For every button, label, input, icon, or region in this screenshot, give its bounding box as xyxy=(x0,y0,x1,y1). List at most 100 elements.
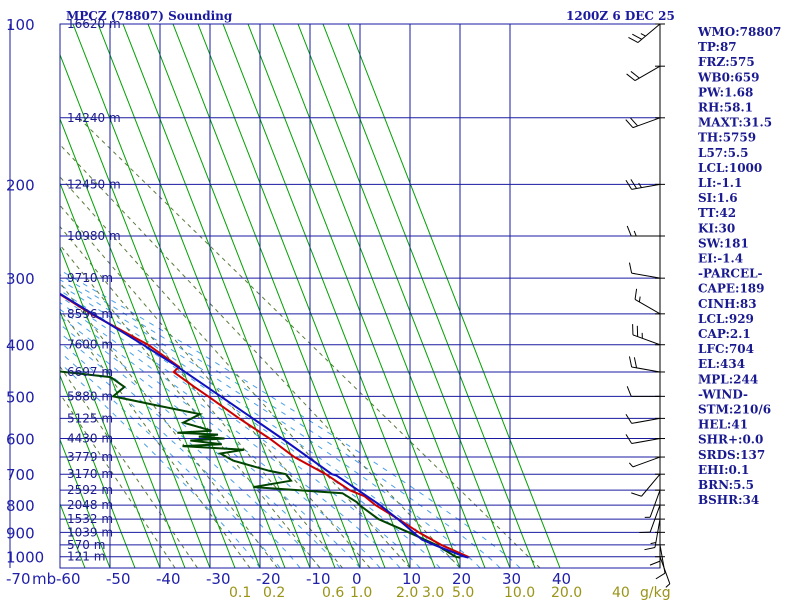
wind-barb-flag xyxy=(631,492,642,497)
height-label: 6697 m xyxy=(67,365,113,379)
wind-barb-staff xyxy=(631,272,661,279)
moist-adiabat-line xyxy=(60,308,381,568)
wind-barb-flag xyxy=(638,296,641,303)
parcel-line xyxy=(60,292,469,559)
isotherm-line xyxy=(60,438,111,568)
wind-barb-flag xyxy=(626,386,632,397)
temperature-tick-label: 10 xyxy=(402,570,421,588)
moist-adiabat-line xyxy=(60,284,461,568)
temperature-tick-label: 20 xyxy=(452,570,471,588)
stability-index-item: SI:1.6 xyxy=(698,191,738,205)
pressure-tick-label: 500 xyxy=(6,388,35,406)
wind-barb-flag xyxy=(644,546,656,551)
wind-barb-flag xyxy=(633,230,637,237)
wind-barb xyxy=(644,519,661,551)
wind-barb-flag xyxy=(632,33,643,40)
stability-index-item: TT:42 xyxy=(698,206,736,220)
wind-barb-staff xyxy=(649,504,661,533)
temperature-tick-label: 30 xyxy=(502,570,521,588)
mixing-ratio-line xyxy=(60,308,251,568)
stability-index-item: LCL:929 xyxy=(698,312,754,326)
wind-barb-flag xyxy=(633,357,638,368)
wind-barb xyxy=(626,225,660,237)
temperature-tick-label: 0 xyxy=(352,570,362,588)
stability-index-item: BSHR:34 xyxy=(698,493,759,507)
stability-index-item: STM:210/6 xyxy=(698,403,771,417)
wind-barb-flag xyxy=(630,179,637,189)
wind-barb xyxy=(649,532,661,566)
pressure-tick-label: 1000 xyxy=(6,549,44,567)
isotherm-line xyxy=(0,24,35,568)
stability-index-item: CAP:2.1 xyxy=(698,327,751,341)
stability-index-item: RH:58.1 xyxy=(698,101,753,115)
temperature-tick-label: -60 xyxy=(56,570,81,588)
height-label: 16620 m xyxy=(67,17,121,31)
wind-barb-staff xyxy=(634,298,661,315)
chart-title: MPCZ (78807) Sounding xyxy=(66,9,233,23)
stability-index-item: WB0:659 xyxy=(697,70,759,84)
wind-barb xyxy=(625,434,661,445)
height-label: 121 m xyxy=(67,550,105,564)
dewpoint-line xyxy=(60,370,461,559)
isotherm-line xyxy=(172,24,386,568)
wind-barb-staff xyxy=(632,117,661,129)
wind-barb-staff xyxy=(631,366,661,373)
temperature-tick-label: -70 xyxy=(6,570,31,588)
stability-index-item: PW:1.68 xyxy=(698,85,753,99)
height-label: 14240 m xyxy=(67,111,121,125)
mixing-ratio-line xyxy=(60,281,278,568)
wind-barb-staff xyxy=(632,334,661,346)
wind-barb-flag xyxy=(625,119,634,128)
wind-barb-flag xyxy=(625,179,633,190)
isotherm-line xyxy=(60,310,161,568)
stability-index-item: KI:30 xyxy=(698,221,735,235)
moist-adiabat-line xyxy=(60,302,401,568)
isotherm-line xyxy=(197,24,411,568)
isotherm-line xyxy=(0,24,10,568)
stability-index-item: BRN:5.5 xyxy=(698,478,754,492)
stability-index-item: LI:-1.1 xyxy=(698,176,742,190)
stability-index-item: L57:5.5 xyxy=(698,146,748,160)
height-label: 9710 m xyxy=(67,271,113,285)
mixing-ratio-line xyxy=(60,392,176,568)
wind-barb-flag xyxy=(650,542,656,545)
pressure-tick-label: 300 xyxy=(6,270,35,288)
wind-barb-flag xyxy=(665,583,671,588)
stability-index-item: EL:434 xyxy=(698,357,745,371)
isotherm-line xyxy=(222,24,436,568)
height-labels: 16620 m 14240 m 12450 m 10980 m 9710 m 8596 m… xyxy=(67,17,121,564)
isotherm-line xyxy=(60,181,211,568)
wind-barb xyxy=(644,489,661,518)
mixing-ratio-unit-label: g/kg xyxy=(640,585,671,600)
wind-barb-flag xyxy=(628,356,633,368)
height-label: 3779 m xyxy=(67,450,113,464)
temperature-tick-label: 40 xyxy=(552,570,571,588)
stability-index-item: -PARCEL- xyxy=(698,267,763,281)
wind-barb xyxy=(628,456,661,468)
wind-barb xyxy=(626,386,660,397)
pressure-tick-label: 100 xyxy=(6,16,35,34)
isotherm-line xyxy=(60,245,186,568)
wind-barb-flag xyxy=(628,262,633,274)
wind-barb-flag xyxy=(626,73,636,81)
wind-barb-staff xyxy=(634,65,661,82)
stability-index-item: SRDS:137 xyxy=(698,448,765,462)
stability-index-item: EHI:0.1 xyxy=(698,463,749,477)
mixing-ratio-tick-label: 40 xyxy=(612,585,630,600)
wind-barb xyxy=(625,413,661,424)
stability-index-item: SW:181 xyxy=(698,236,749,250)
wind-barb xyxy=(628,262,661,279)
wind-barb xyxy=(625,179,661,190)
height-label: 5880 m xyxy=(67,389,113,403)
wind-barb xyxy=(634,288,661,315)
height-label: 2048 m xyxy=(67,498,113,512)
chart-datetime: 1200Z 6 DEC 25 xyxy=(566,9,675,23)
pressure-tick-label: 200 xyxy=(6,176,35,194)
wind-barb xyxy=(639,504,661,533)
isotherm-line xyxy=(347,24,561,568)
wind-barb-staff xyxy=(659,544,666,574)
stability-index-item: TH:5759 xyxy=(698,131,756,145)
mixing-ratio-line xyxy=(60,204,371,568)
wind-barb-staff xyxy=(654,519,661,548)
